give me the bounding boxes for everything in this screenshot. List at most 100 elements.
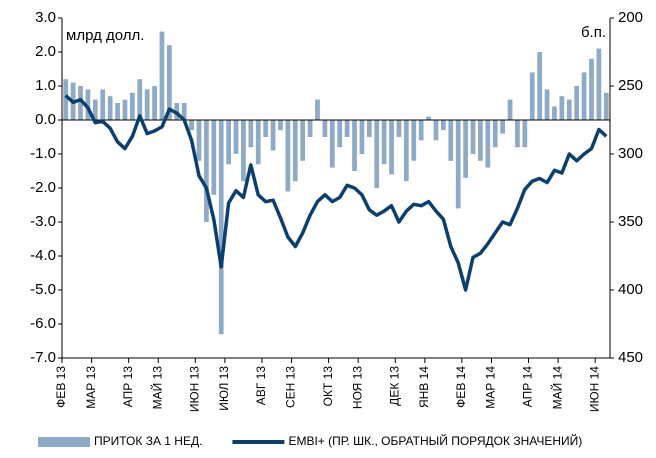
bar: [270, 120, 276, 151]
bar: [204, 120, 209, 222]
line: [64, 94, 608, 292]
bar: [337, 120, 343, 148]
bar: [167, 45, 172, 121]
bar: [241, 120, 246, 182]
y-tick-label: 0.0: [35, 111, 56, 128]
x-tick-label: ДЕК 13: [387, 366, 401, 406]
y-tick-label: -3.0: [30, 213, 56, 230]
x-tick-label: МАЙ 13: [149, 366, 164, 410]
bar: [433, 120, 439, 141]
legend-label: EMBI+ (ПР. ШК., ОБРАТНЫЙ ПОРЯДОК ЗНАЧЕНИ…: [288, 433, 582, 448]
bar: [396, 120, 402, 137]
y2-tick-label: 300: [618, 145, 643, 162]
bar: [485, 120, 491, 168]
bar: [107, 96, 113, 120]
x-tick-label: ЯНВ 14: [417, 366, 431, 408]
x-tick-label: ФЕВ 14: [454, 366, 468, 408]
bar: [63, 79, 69, 120]
bar: [589, 58, 594, 120]
bar: [470, 120, 476, 154]
bar: [300, 120, 306, 161]
y-tick-label: -4.0: [30, 247, 56, 264]
bar: [115, 103, 120, 120]
bar: [448, 120, 454, 161]
bar: [515, 120, 520, 148]
bar: [596, 48, 602, 120]
right-unit: б.п.: [581, 24, 606, 41]
bar: [552, 106, 557, 120]
bar: [559, 96, 565, 120]
bar: [137, 79, 143, 120]
y2-tick-label: 250: [618, 77, 643, 94]
y-tick-label: -5.0: [30, 281, 56, 298]
bar: [307, 120, 313, 137]
y-tick-label: -2.0: [30, 179, 56, 196]
bar: [315, 99, 320, 120]
x-tick-label: ИЮЛ 13: [217, 366, 231, 411]
bar: [581, 72, 587, 120]
legend-swatch: [38, 437, 90, 447]
bar: [211, 120, 217, 195]
legend-label: ПРИТОК ЗА 1 НЕД.: [94, 434, 202, 448]
y-tick-label: 2.0: [35, 43, 56, 60]
bar: [129, 92, 135, 120]
x-tick-label: НОЯ 13: [350, 366, 364, 409]
bar: [352, 120, 357, 171]
x-tick-label: ФЕВ 13: [54, 366, 68, 408]
bar: [522, 120, 528, 148]
x-tick-label: ИЮН 13: [187, 366, 201, 412]
bar: [152, 86, 157, 120]
bar: [492, 120, 498, 148]
bar: [507, 99, 513, 120]
bar: [329, 120, 335, 168]
y2-tick-label: 400: [618, 281, 643, 298]
bar: [196, 120, 202, 161]
bar: [566, 99, 572, 120]
y2-tick-label: 450: [618, 349, 643, 366]
bar: [322, 120, 328, 137]
bar: [226, 120, 231, 165]
x-tick-label: МАР 14: [484, 366, 498, 409]
y-tick-label: 1.0: [35, 77, 56, 94]
bar: [189, 120, 194, 131]
bar: [500, 120, 505, 134]
x-tick-label: МАР 13: [84, 366, 98, 409]
bar: [144, 89, 150, 120]
y2-tick-label: 350: [618, 213, 643, 230]
bar: [248, 120, 254, 148]
bar: [463, 120, 468, 178]
bar: [529, 72, 535, 120]
bar: [603, 92, 609, 120]
bar: [426, 116, 431, 120]
x-tick-label: АПР 14: [521, 366, 535, 408]
bar: [233, 120, 239, 154]
bar: [159, 31, 165, 121]
bar: [418, 120, 424, 141]
x-tick-label: АВГ 13: [254, 366, 268, 406]
bar: [344, 120, 350, 137]
bar: [292, 120, 298, 182]
bar: [411, 120, 417, 161]
bar: [181, 103, 187, 120]
x-tick-label: АПР 13: [121, 366, 135, 408]
bar: [441, 120, 446, 131]
x-tick-label: ОКТ 13: [321, 366, 335, 407]
bar: [389, 120, 394, 175]
x-tick-label: МАЙ 14: [549, 366, 564, 410]
bar: [544, 89, 550, 120]
bar: [263, 120, 269, 137]
x-tick-label: ИЮН 14: [587, 366, 601, 412]
bar: [359, 120, 365, 154]
bar: [100, 89, 106, 120]
bar: [85, 89, 91, 120]
bar: [285, 120, 291, 192]
bar: [478, 120, 483, 161]
bar: [374, 120, 380, 188]
bar: [278, 120, 283, 131]
bar: [381, 120, 387, 165]
y-tick-label: 3.0: [35, 9, 56, 26]
left-unit: млрд долл.: [66, 27, 144, 44]
y2-tick-label: 200: [618, 9, 643, 26]
bar: [403, 120, 409, 182]
